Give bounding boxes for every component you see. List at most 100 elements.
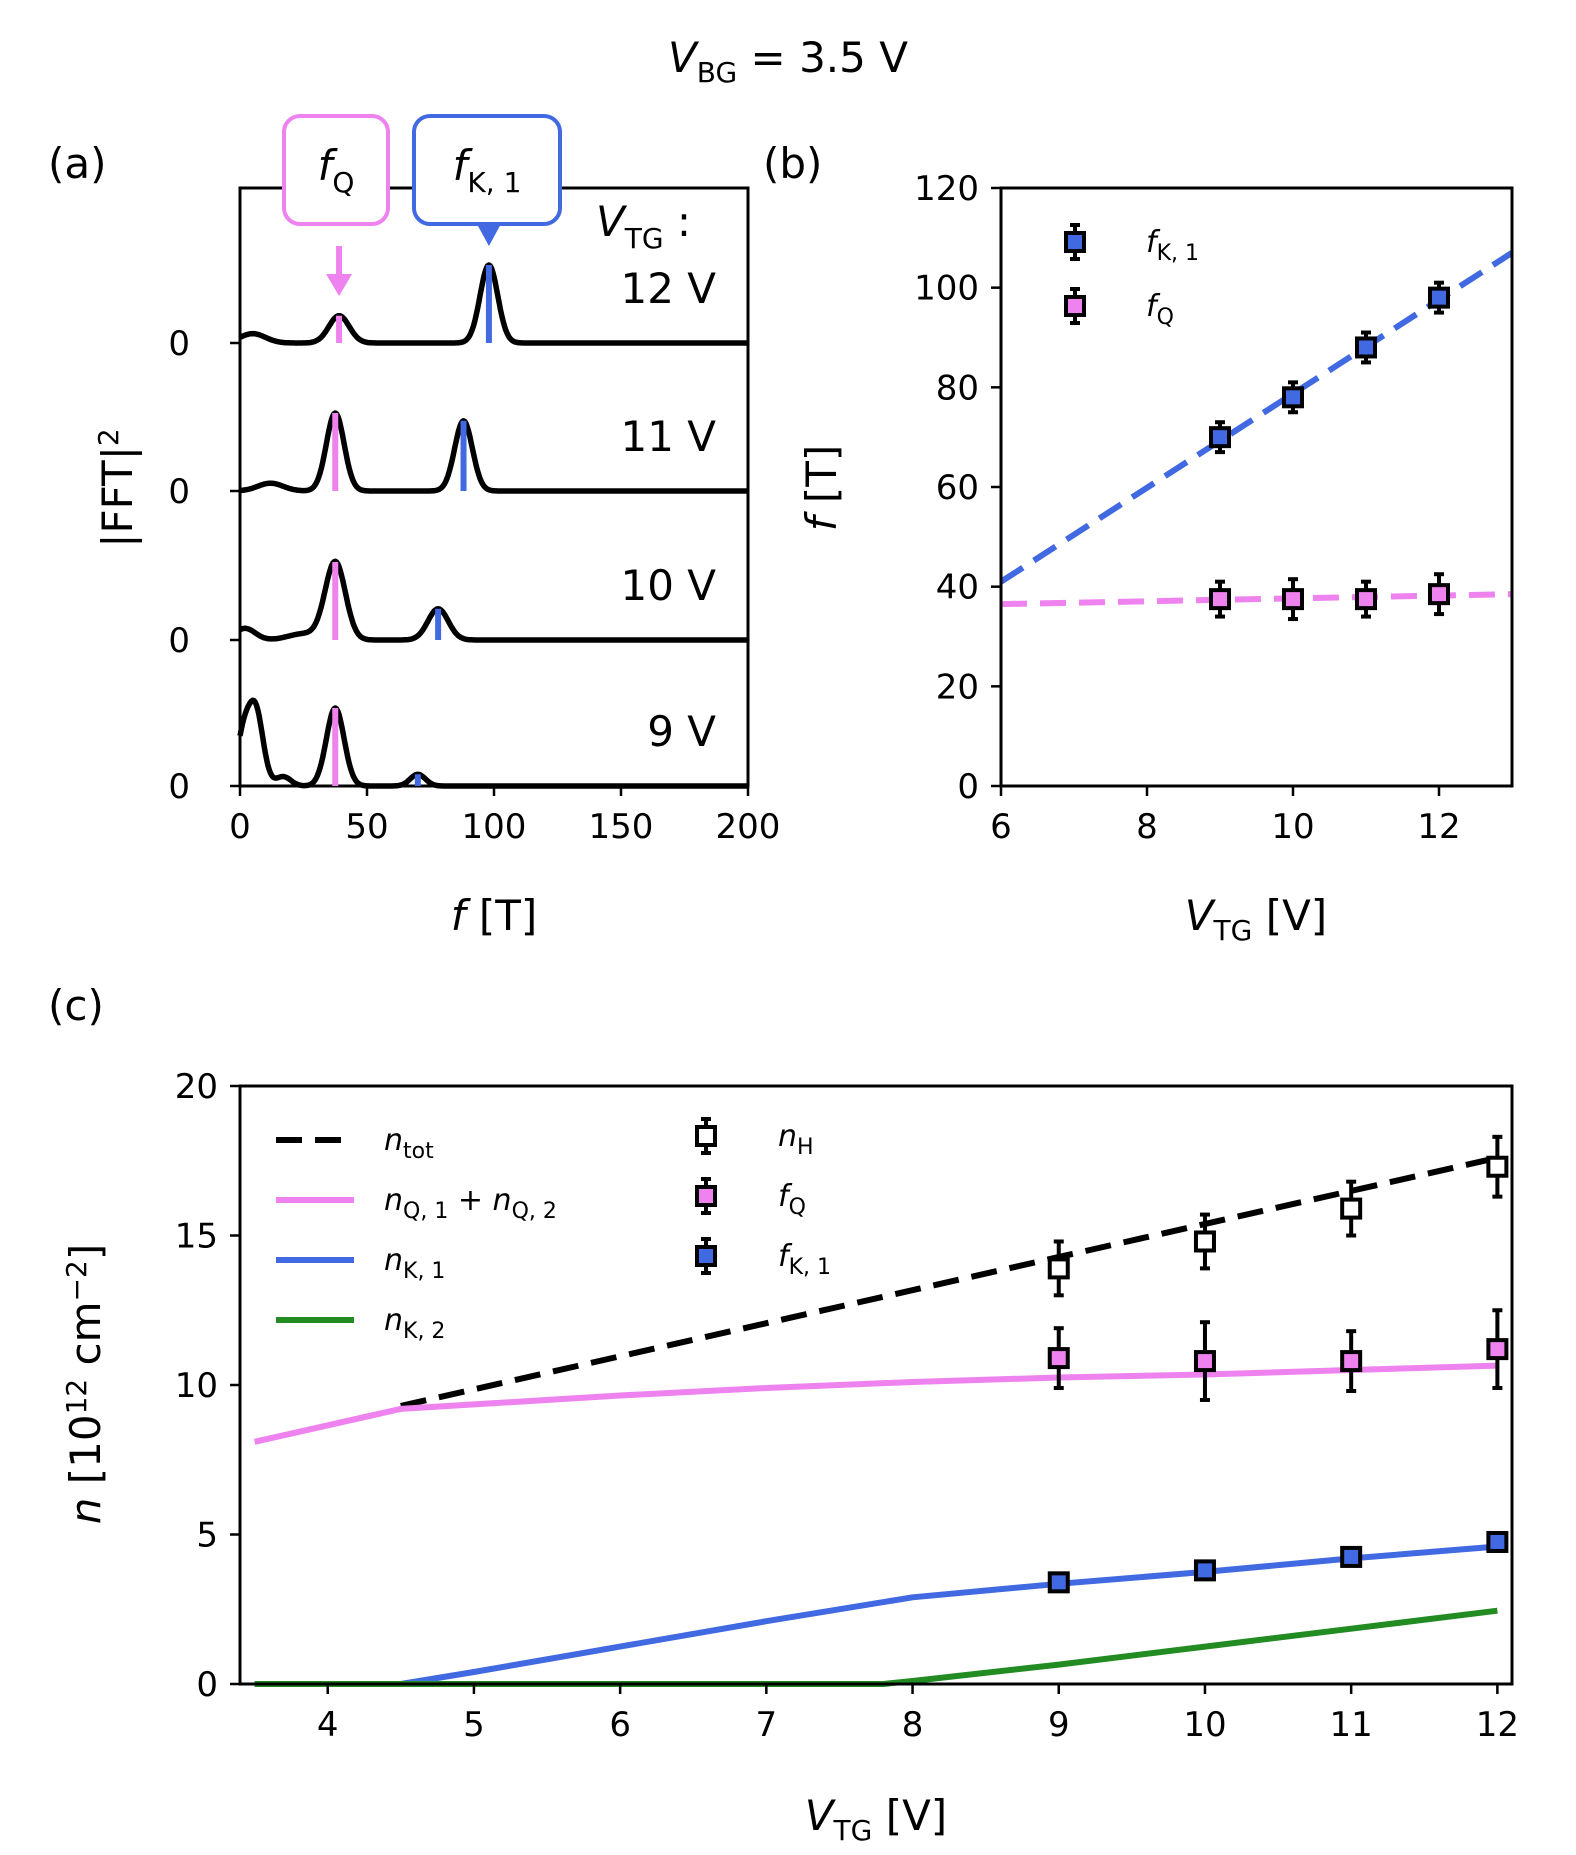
data-point [1282, 380, 1304, 415]
data-point [1340, 1545, 1363, 1568]
legend-label: nQ, 1 + nQ, 2 [384, 1183, 557, 1224]
y-axis-label: n [1012 cm−2] [60, 1244, 110, 1524]
x-axis-label: VTG [V] [805, 1791, 947, 1847]
fit-line [1000, 591, 1513, 608]
data-point [1355, 579, 1377, 619]
x-tick-label: 0 [229, 807, 251, 847]
y-axis-label: f [T] [797, 445, 846, 532]
legend-label: nK, 1 [384, 1243, 445, 1284]
fq-callout-box [282, 114, 390, 226]
y-tick-label: 0 [196, 1665, 218, 1705]
y-tick-label: 15 [175, 1217, 218, 1257]
x-tick-label: 12 [1476, 1705, 1519, 1745]
y-tick-label: 80 [936, 368, 979, 408]
x-axis-label: VTG [V] [1185, 891, 1327, 947]
x-tick-label: 10 [1183, 1705, 1226, 1745]
y-tick-label: 100 [914, 269, 979, 309]
legend-label: nK, 2 [384, 1303, 445, 1344]
x-tick-label: 8 [1136, 807, 1158, 847]
fft-trace [238, 410, 750, 494]
y-tick-label: 10 [175, 1366, 218, 1406]
y-tick-label: 60 [936, 468, 979, 508]
x-tick-label: 11 [1330, 1705, 1373, 1745]
panel-c-label: (c) [48, 981, 104, 1030]
x-tick-label: 5 [463, 1705, 485, 1745]
x-tick-label: 100 [462, 807, 527, 847]
x-axis-label: f [T] [451, 891, 538, 940]
x-tick-label: 10 [1271, 807, 1314, 847]
y-tick-label: 0 [168, 472, 190, 512]
fit-line [999, 250, 1514, 585]
x-tick-label: 12 [1417, 807, 1460, 847]
data-point [1282, 577, 1304, 622]
series-line [253, 1362, 1498, 1445]
y-tick-label: 5 [196, 1516, 218, 1556]
data-point [1486, 1530, 1509, 1553]
trace-label: 11 V [620, 412, 716, 461]
legend-label: fQ [778, 1179, 806, 1220]
data-point [1047, 1239, 1070, 1298]
x-tick-label: 8 [902, 1705, 924, 1745]
x-tick-label: 150 [589, 807, 654, 847]
data-point [1355, 330, 1377, 365]
fft-trace [238, 558, 750, 643]
data-point [1340, 1329, 1363, 1393]
panel-c-density: 4 5 6 7 8 9 10 11 12 0 5 10 15 20 VTG [V] n [1012 cm−2]… [60, 1067, 1519, 1847]
data-point [1047, 1326, 1070, 1390]
y-tick-label: 20 [175, 1067, 218, 1107]
y-tick-label: 120 [914, 169, 979, 209]
series-line [254, 1543, 1498, 1687]
legend-marker [1064, 287, 1086, 325]
legend-label: ntot [384, 1123, 434, 1164]
legend-label: fK, 1 [1146, 225, 1199, 266]
data-point [1047, 1571, 1070, 1594]
y-tick-label: 40 [936, 568, 979, 608]
fft-trace [238, 262, 750, 346]
y-tick-label: 0 [957, 767, 979, 807]
x-tick-label: 50 [345, 807, 388, 847]
y-axis-label: |FFT|2 [92, 428, 142, 547]
data-point [1486, 1308, 1509, 1390]
x-tick-label: 6 [990, 807, 1012, 847]
data-point [1340, 1179, 1363, 1238]
x-tick-label: 4 [317, 1705, 339, 1745]
data-point [1193, 1212, 1216, 1271]
legend-label: nH [778, 1119, 814, 1160]
x-tick-label: 200 [716, 807, 781, 847]
trace-label: 12 V [620, 264, 716, 313]
legend-marker [1064, 223, 1086, 261]
vtg-legend-title: VTG : [596, 197, 691, 255]
fk1-callout-pointer [476, 224, 501, 246]
legend-label: fQ [1146, 289, 1174, 330]
legend-marker [695, 1177, 717, 1215]
data-point [1428, 572, 1450, 617]
y-tick-label: 20 [936, 667, 979, 707]
x-tick-label: 7 [756, 1705, 778, 1745]
panel-a-label: (a) [48, 139, 107, 188]
y-tick-label: 0 [168, 621, 190, 661]
data-point [1428, 280, 1450, 315]
figure-title: VBG = 3.5 V [668, 33, 908, 89]
legend-marker [695, 1117, 717, 1155]
panel-b-frame [999, 186, 1514, 788]
trace-label: 9 V [647, 707, 716, 756]
series-line [400, 1154, 1499, 1409]
y-tick-label: 0 [168, 767, 190, 807]
fq-arrow-head [326, 274, 353, 296]
x-tick-label: 6 [609, 1705, 631, 1745]
y-tick-label: 0 [168, 324, 190, 364]
legend-label: fK, 1 [778, 1239, 831, 1280]
data-point [1193, 1559, 1216, 1582]
panel-b-label: (b) [763, 139, 822, 188]
data-point [1193, 1320, 1216, 1402]
data-point [1209, 420, 1231, 455]
x-tick-label: 9 [1048, 1705, 1070, 1745]
trace-label: 10 V [620, 561, 716, 610]
data-point [1209, 579, 1231, 619]
data-point [1486, 1134, 1509, 1199]
legend-marker [695, 1237, 717, 1275]
series-line [254, 1607, 1498, 1687]
